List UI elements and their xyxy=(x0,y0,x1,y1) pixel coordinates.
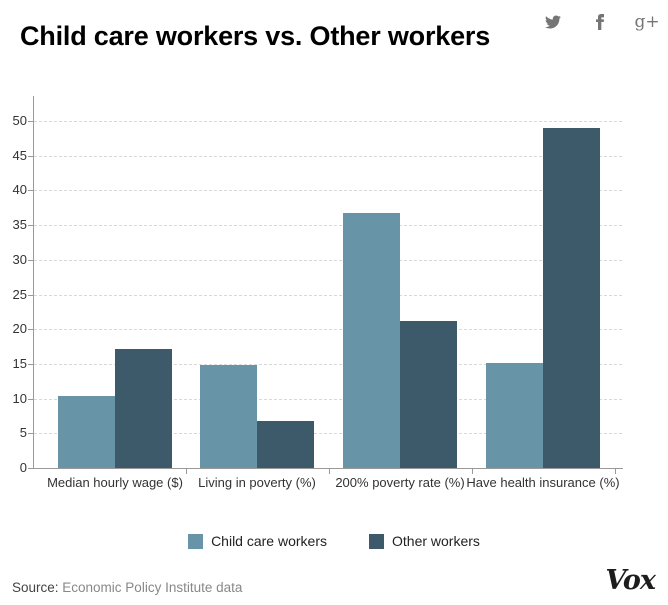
facebook-icon xyxy=(596,14,604,30)
gridline-30 xyxy=(34,259,622,261)
gridline-10 xyxy=(34,398,622,400)
legend-swatch xyxy=(188,533,204,549)
gridline-25 xyxy=(34,294,622,296)
y-tick-label: 50 xyxy=(12,113,27,128)
gridline-5 xyxy=(34,433,622,435)
bar-other-3 xyxy=(400,320,457,468)
y-tick-20 xyxy=(28,329,33,331)
y-tick-5 xyxy=(28,433,33,435)
y-tick-35 xyxy=(28,225,33,227)
legend-item: Child care workers xyxy=(188,533,327,549)
y-tick-label: 20 xyxy=(12,321,27,337)
facebook-share-button[interactable] xyxy=(591,13,609,31)
legend-label: Other workers xyxy=(392,533,480,549)
source-note: Source: Economic Policy Institute data xyxy=(12,580,242,595)
y-tick-45 xyxy=(28,155,33,157)
twitter-icon xyxy=(545,15,561,29)
bar-childcare-1 xyxy=(58,395,115,468)
chart-legend: Child care workers Other workers xyxy=(0,533,668,549)
y-tick-30 xyxy=(28,259,33,261)
y-tick-label: 10 xyxy=(12,390,27,406)
bar-childcare-3 xyxy=(343,212,400,468)
bar-other-1 xyxy=(115,349,172,468)
source-label: Source: xyxy=(12,580,59,595)
x-tick-3 xyxy=(472,468,473,474)
y-tick-label: 25 xyxy=(12,286,27,302)
x-tick-1 xyxy=(186,468,187,474)
twitter-share-button[interactable] xyxy=(544,13,562,31)
gridline-35 xyxy=(34,225,622,227)
y-tick-15 xyxy=(28,363,33,365)
gridline-40 xyxy=(34,190,622,192)
y-tick-label: 15 xyxy=(12,355,27,371)
y-tick-label: 35 xyxy=(12,217,27,233)
x-axis-line xyxy=(33,468,623,469)
y-tick-label: 40 xyxy=(12,182,27,198)
gridline-20 xyxy=(34,329,622,331)
legend-swatch xyxy=(369,533,384,549)
x-category-label: Have health insurance (%) xyxy=(466,475,620,490)
y-tick-50 xyxy=(28,121,33,122)
social-share-bar: g+ xyxy=(544,13,660,31)
google-plus-share-button[interactable]: g+ xyxy=(634,13,659,31)
y-tick-label: 30 xyxy=(12,251,27,267)
gridline-50 xyxy=(34,121,622,122)
x-category-label: Living in poverty (%) xyxy=(198,475,316,490)
gridline-45 xyxy=(34,155,622,157)
bar-childcare-2 xyxy=(200,364,257,468)
x-tick-4 xyxy=(615,468,616,474)
page-title: Child care workers vs. Other workers xyxy=(20,21,491,52)
y-tick-40 xyxy=(28,190,33,192)
bar-other-2 xyxy=(257,420,314,468)
y-tick-0 xyxy=(28,468,33,469)
y-tick-25 xyxy=(28,294,33,296)
bar-other-4 xyxy=(543,127,600,468)
y-axis-line xyxy=(33,96,34,468)
y-tick-label: 45 xyxy=(12,147,27,163)
y-tick-10 xyxy=(28,398,33,400)
legend-label: Child care workers xyxy=(211,533,327,549)
google-plus-icon: g+ xyxy=(634,11,660,32)
y-tick-label: 0 xyxy=(19,460,27,475)
x-category-label: 200% poverty rate (%) xyxy=(335,475,465,490)
bar-childcare-4 xyxy=(486,363,543,468)
source-text: Economic Policy Institute data xyxy=(58,580,243,595)
x-tick-2 xyxy=(329,468,330,474)
gridline-15 xyxy=(34,363,622,365)
x-category-label: Median hourly wage ($) xyxy=(47,475,183,490)
y-tick-label: 5 xyxy=(19,425,27,441)
vox-logo: Vox xyxy=(605,565,656,596)
legend-item: Other workers xyxy=(369,533,480,549)
